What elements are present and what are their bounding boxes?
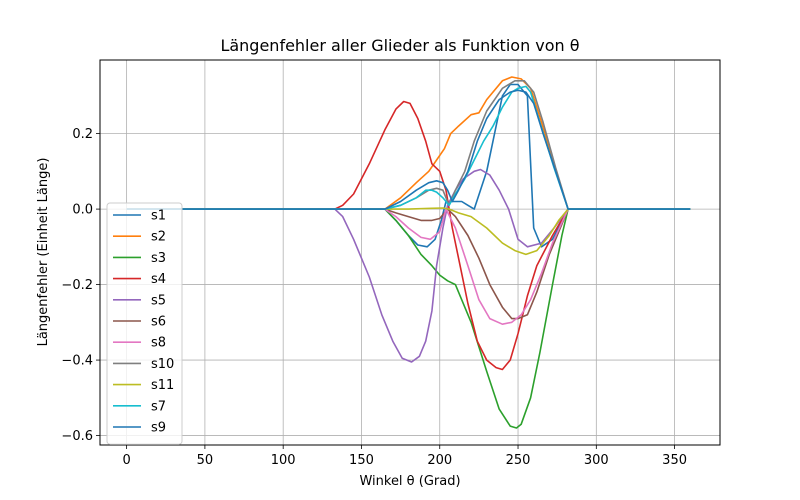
legend-label: s1: [151, 209, 166, 224]
y-axis-ticks: −0.6 −0.4 −0.2 0.0 0.2: [61, 127, 100, 444]
grid-lines: [100, 60, 720, 445]
y-tick-label: −0.6: [61, 429, 93, 444]
legend: s1 s2 s3 s4 s5 s6 s8 s10 s11 s7 s9: [106, 202, 183, 445]
x-tick-label: 0: [122, 453, 130, 468]
series-line-s8: [126, 208, 691, 325]
x-tick-label: 50: [197, 453, 214, 468]
legend-label: s4: [151, 272, 166, 287]
series-lines: [126, 76, 691, 429]
series-line-s6: [126, 208, 691, 320]
x-tick-label: 350: [662, 453, 687, 468]
y-tick-label: 0.2: [72, 127, 93, 142]
x-axis-label: Winkel θ (Grad): [359, 474, 460, 489]
y-axis-label: Längenfehler (Einheit Länge): [36, 158, 51, 347]
x-tick-label: 100: [271, 453, 296, 468]
legend-label: s9: [151, 421, 166, 436]
legend-label: s6: [151, 315, 166, 330]
series-line-s5: [126, 168, 691, 363]
plot-frame: [99, 59, 721, 446]
series-line-s1: [126, 83, 691, 248]
x-tick-label: 300: [584, 453, 609, 468]
y-tick-label: −0.2: [61, 278, 93, 293]
chart-title: Längenfehler aller Glieder als Funktion …: [220, 36, 579, 55]
x-tick-label: 200: [427, 453, 452, 468]
series-line-s3: [126, 208, 691, 429]
series-line-s2: [126, 76, 691, 210]
x-axis-ticks: 0 50 100 150 200 250 300 350: [122, 445, 687, 468]
series-line-s11: [126, 207, 691, 256]
legend-label: s7: [151, 399, 166, 414]
legend-label: s11: [151, 378, 174, 393]
x-tick-label: 150: [349, 453, 374, 468]
x-tick-label: 250: [506, 453, 531, 468]
series-line-s9: [126, 89, 691, 210]
legend-label: s3: [151, 251, 166, 266]
legend-box: [106, 202, 183, 445]
y-tick-label: −0.4: [61, 354, 93, 369]
y-tick-label: 0.0: [72, 203, 93, 218]
legend-label: s10: [151, 357, 174, 372]
legend-label: s8: [151, 336, 166, 351]
legend-label: s5: [151, 293, 166, 308]
legend-label: s2: [151, 230, 166, 245]
